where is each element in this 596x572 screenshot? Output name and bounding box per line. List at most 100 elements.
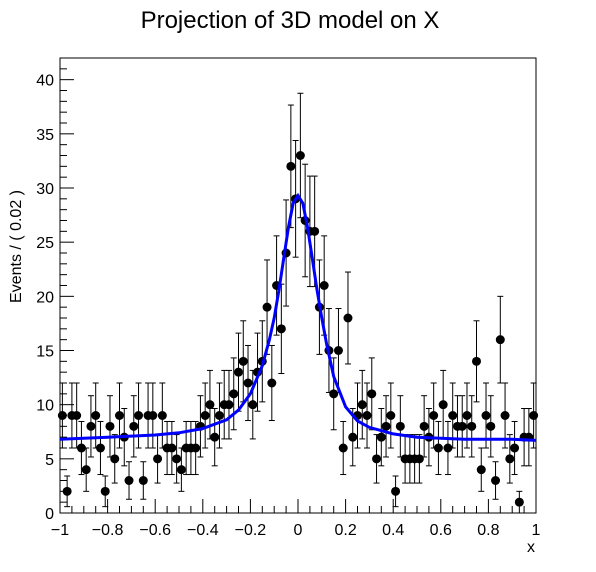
x-tick-label: −0.6 bbox=[139, 522, 171, 539]
data-point bbox=[486, 421, 496, 431]
data-point bbox=[110, 454, 120, 464]
data-point bbox=[200, 411, 210, 420]
data-point bbox=[205, 400, 215, 410]
y-tick-label: 35 bbox=[36, 127, 54, 144]
data-point bbox=[295, 151, 305, 160]
data-point bbox=[310, 226, 320, 236]
data-point bbox=[414, 454, 424, 464]
data-point bbox=[286, 161, 296, 171]
data-point bbox=[115, 411, 124, 420]
data-point bbox=[372, 454, 382, 464]
y-tick-label: 25 bbox=[36, 235, 54, 252]
y-tick-label: 20 bbox=[36, 289, 54, 306]
data-point bbox=[62, 486, 72, 496]
data-point bbox=[176, 465, 186, 475]
data-point bbox=[333, 346, 343, 355]
data-point bbox=[348, 432, 358, 442]
data-point bbox=[72, 411, 82, 420]
data-point bbox=[467, 421, 477, 431]
data-point bbox=[433, 443, 443, 453]
data-point bbox=[443, 443, 453, 453]
data-point bbox=[381, 421, 391, 431]
data-point bbox=[510, 443, 520, 453]
data-point bbox=[214, 411, 224, 420]
data-point bbox=[500, 411, 510, 420]
data-point bbox=[362, 411, 372, 420]
data-point bbox=[495, 335, 505, 345]
data-point bbox=[172, 454, 182, 464]
data-point bbox=[243, 378, 253, 388]
fit-curve-line bbox=[59, 192, 537, 442]
data-point bbox=[105, 421, 115, 431]
data-point bbox=[481, 411, 491, 420]
y-tick-label: 15 bbox=[36, 344, 54, 361]
data-point bbox=[329, 389, 339, 399]
x-tick-label: −1 bbox=[51, 522, 69, 539]
y-tick-label: 0 bbox=[45, 506, 54, 523]
data-point bbox=[505, 454, 515, 464]
y-tick-label: 40 bbox=[36, 73, 54, 90]
data-point bbox=[514, 497, 524, 507]
data-point bbox=[134, 411, 144, 420]
data-point bbox=[153, 454, 163, 464]
data-point bbox=[343, 313, 353, 323]
data-point bbox=[167, 443, 177, 453]
x-axis: −1 −0.8 −0.6 −0.4 −0.2 0 0.2 0.4 0.6 0.8 1 bbox=[51, 499, 541, 539]
data-point bbox=[338, 443, 348, 453]
data-point bbox=[267, 378, 277, 388]
x-tick-label: 0.6 bbox=[430, 522, 452, 539]
data-point bbox=[491, 476, 501, 485]
data-point bbox=[319, 281, 329, 290]
x-tick-label: −0.2 bbox=[235, 522, 267, 539]
data-point bbox=[448, 411, 458, 420]
data-point bbox=[529, 411, 539, 420]
x-tick-label: 1 bbox=[532, 522, 541, 539]
x-tick-label: 0.2 bbox=[334, 522, 356, 539]
plot-frame bbox=[59, 57, 537, 514]
data-point bbox=[210, 432, 220, 442]
data-point bbox=[138, 476, 148, 485]
data-point bbox=[419, 421, 429, 431]
data-point bbox=[224, 400, 234, 410]
data-point bbox=[157, 411, 167, 420]
x-tick-label: −0.8 bbox=[92, 522, 124, 539]
data-point bbox=[86, 421, 96, 431]
data-point bbox=[124, 476, 134, 485]
data-point bbox=[472, 356, 481, 366]
data-point bbox=[391, 486, 401, 496]
data-point bbox=[81, 465, 91, 475]
data-point bbox=[229, 389, 239, 399]
chart-title: Projection of 3D model on X bbox=[141, 7, 440, 34]
data-point bbox=[129, 421, 139, 431]
data-point bbox=[238, 356, 248, 366]
x-axis-label: x bbox=[527, 539, 535, 556]
data-point bbox=[367, 389, 377, 399]
data-point bbox=[91, 411, 101, 420]
data-point bbox=[457, 421, 467, 431]
x-tick-label: −0.4 bbox=[187, 522, 219, 539]
y-tick-label: 5 bbox=[45, 452, 54, 469]
data-point bbox=[76, 443, 86, 453]
x-tick-label: 0.4 bbox=[382, 522, 404, 539]
data-point bbox=[429, 411, 439, 420]
data-point bbox=[476, 465, 486, 475]
data-point bbox=[438, 400, 448, 410]
data-point bbox=[191, 443, 201, 453]
data-point bbox=[95, 443, 105, 453]
data-point bbox=[100, 486, 110, 496]
data-point bbox=[395, 421, 405, 431]
x-tick-label: 0 bbox=[294, 522, 303, 539]
data-point bbox=[248, 400, 258, 410]
data-point bbox=[386, 411, 396, 420]
data-point bbox=[276, 324, 286, 334]
plot-area bbox=[57, 57, 539, 514]
data-point bbox=[262, 302, 272, 312]
x-tick-label: 0.8 bbox=[477, 522, 499, 539]
y-tick-label: 10 bbox=[36, 398, 54, 415]
y-tick-label: 30 bbox=[36, 181, 54, 198]
y-axis-label: Events / ( 0.02 ) bbox=[8, 190, 25, 303]
data-point bbox=[357, 400, 367, 410]
data-point bbox=[234, 367, 243, 377]
data-point bbox=[148, 411, 158, 420]
